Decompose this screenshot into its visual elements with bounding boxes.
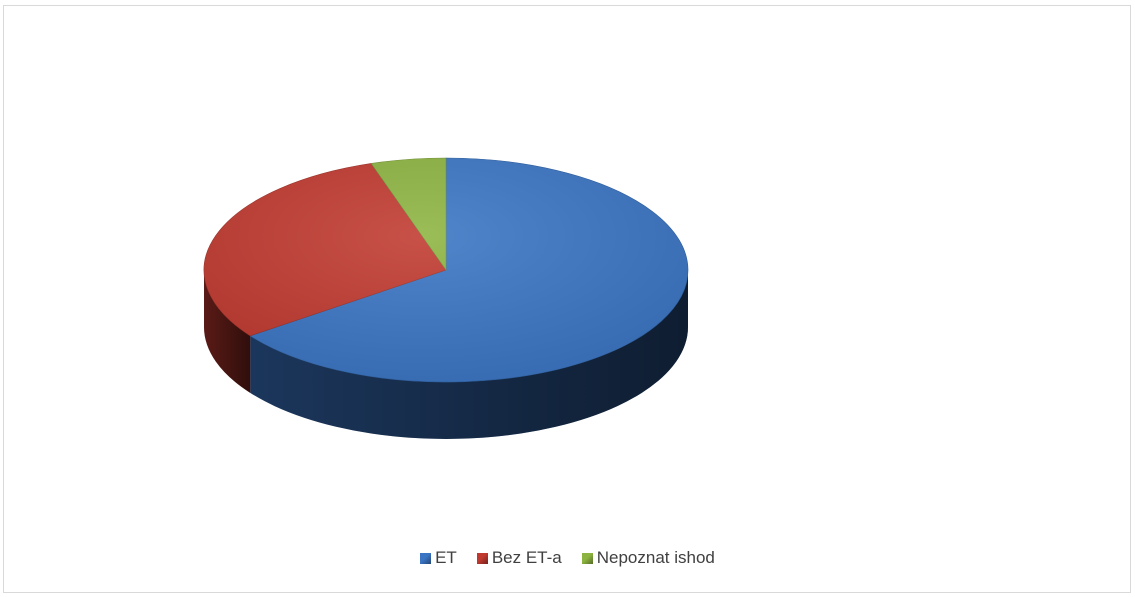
legend-item-et: ET (420, 548, 457, 568)
legend-swatch-et (420, 552, 432, 564)
pie-side-shading-et (250, 270, 688, 439)
legend-label-et: ET (435, 548, 457, 567)
legend-label-nepoznat-ishod: Nepoznat ishod (596, 548, 715, 567)
legend-item-bez-et-a: Bez ET-a (476, 548, 562, 568)
legend-item-nepoznat-ishod: Nepoznat ishod (581, 548, 715, 568)
pie-top-gloss (204, 158, 688, 382)
pie-side-shading-bez-et-a (204, 270, 251, 393)
chart-legend: ET Bez ET-a Nepoznat ishod (0, 548, 1135, 568)
legend-label-bez-et-a: Bez ET-a (491, 548, 562, 567)
legend-swatch-nepoznat-ishod (581, 552, 593, 564)
legend-swatch-bez-et-a (476, 552, 488, 564)
